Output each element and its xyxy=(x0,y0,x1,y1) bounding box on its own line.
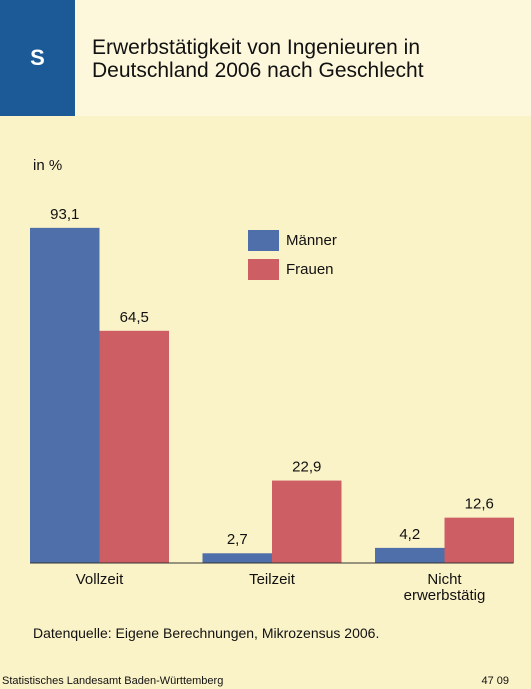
bar xyxy=(99,330,169,563)
legend-swatch xyxy=(248,230,279,251)
header xyxy=(0,0,531,116)
legend-swatch xyxy=(248,259,279,280)
publisher: Statistisches Landesamt Baden-Württember… xyxy=(2,675,224,687)
value-label: 4,2 xyxy=(399,526,420,543)
legend-label: Männer xyxy=(286,232,337,249)
value-label: 22,9 xyxy=(292,459,321,476)
value-label: 93,1 xyxy=(50,206,79,223)
x-tick-label: Nicht erwerbstätig xyxy=(403,571,486,604)
value-label: 2,7 xyxy=(227,531,248,548)
bar xyxy=(444,517,514,563)
source: Datenquelle: Eigene Berechnungen, Mikroz… xyxy=(33,625,380,641)
code: 47 09 xyxy=(481,675,509,687)
bar xyxy=(202,553,272,563)
bar xyxy=(272,480,342,563)
legend-label: Frauen xyxy=(286,261,334,278)
x-tick-label: Vollzeit xyxy=(75,571,124,588)
x-tick-label: Teilzeit xyxy=(249,571,295,588)
bar xyxy=(30,227,100,563)
unit-label: in % xyxy=(33,157,62,174)
value-label: 64,5 xyxy=(120,309,149,326)
value-label: 12,6 xyxy=(465,496,494,513)
bar xyxy=(375,547,445,563)
badge: S xyxy=(0,0,75,116)
chart-title: Erwerbstätigkeit von Ingenieuren in Deut… xyxy=(92,36,424,82)
